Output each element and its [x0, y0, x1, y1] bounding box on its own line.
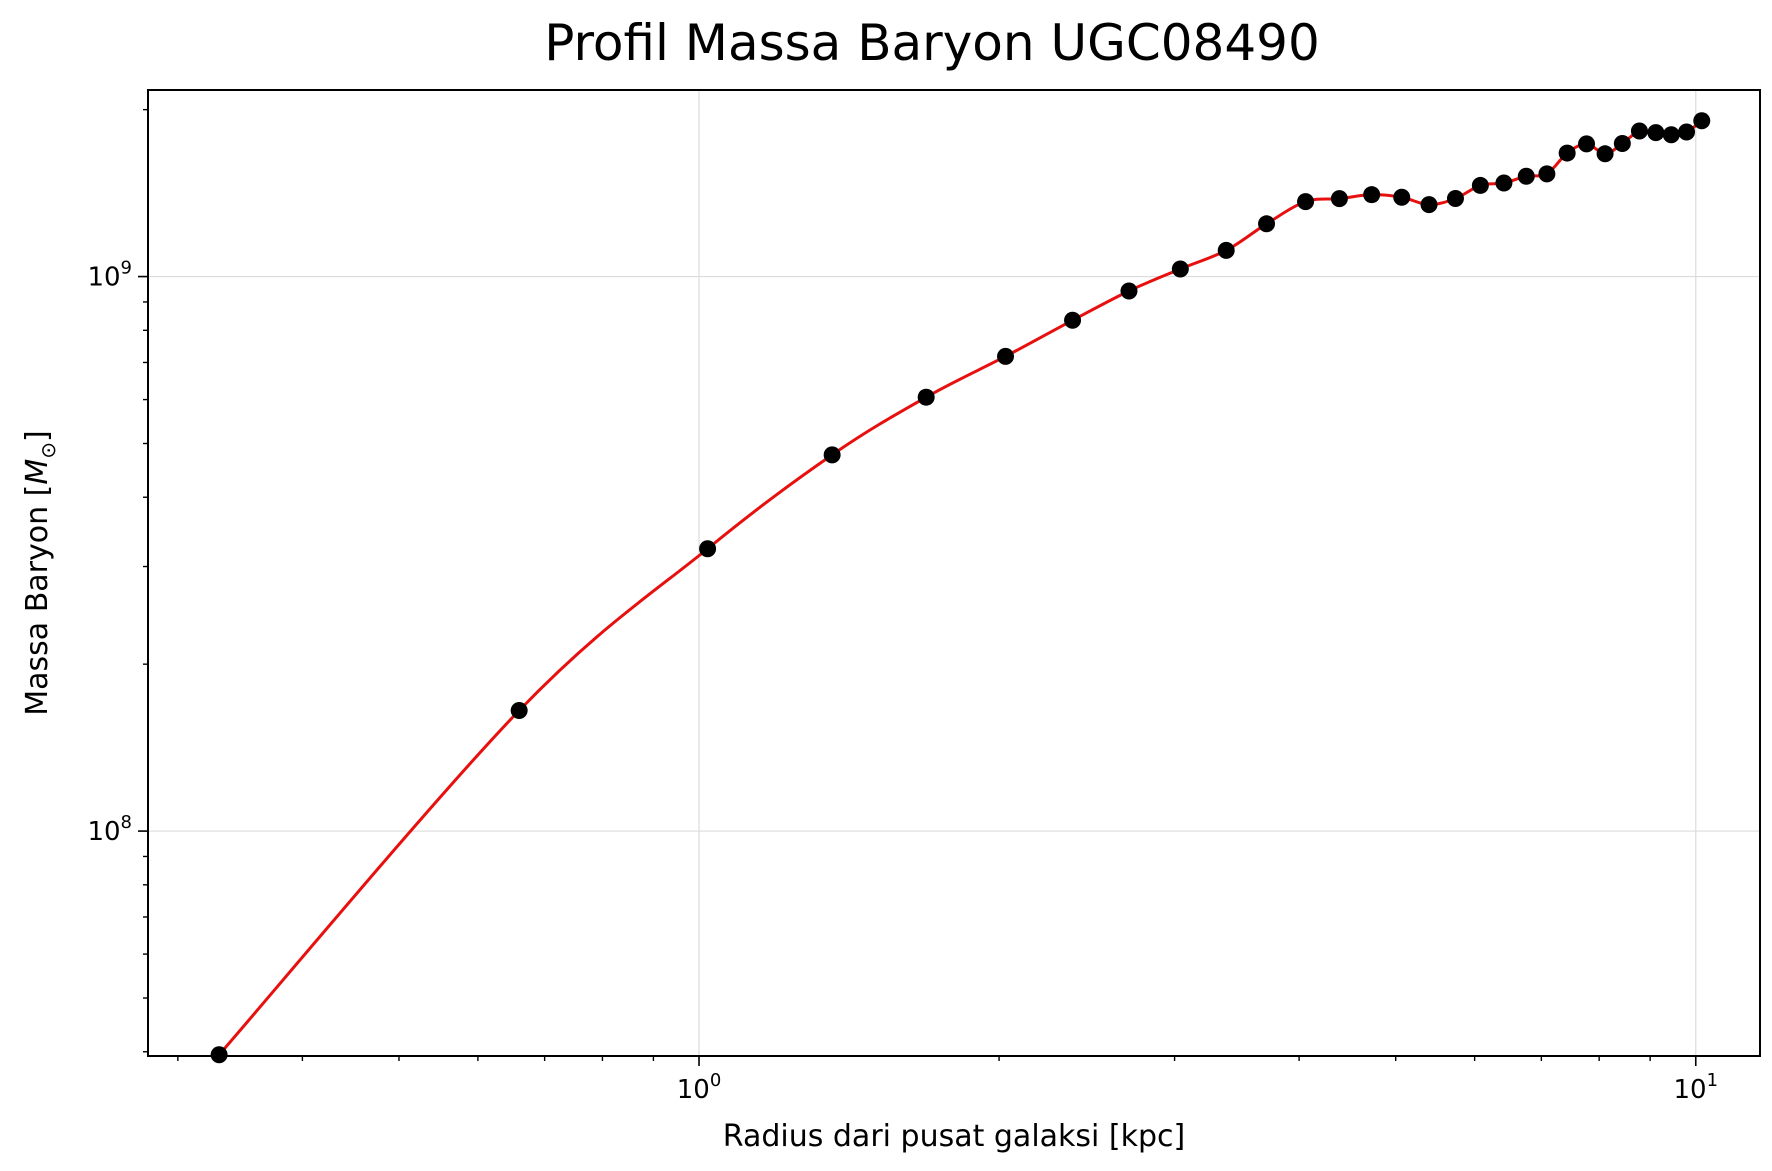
data-point-8 [1171, 260, 1189, 278]
grid [148, 90, 1760, 1056]
x-tick-label-1: 101 [1673, 1070, 1718, 1105]
data-point-9 [1217, 241, 1235, 259]
data-point-26 [1647, 124, 1665, 142]
data-point-0 [210, 1046, 228, 1064]
data-point-21 [1558, 144, 1576, 162]
data-point-4 [917, 388, 935, 406]
x-axis-label: Radius dari pusat galaksi [kpc] [723, 1119, 1185, 1154]
data-point-15 [1420, 196, 1438, 214]
data-point-2 [699, 540, 717, 558]
data-point-24 [1613, 134, 1631, 152]
data-point-17 [1471, 176, 1489, 194]
data-point-7 [1120, 282, 1138, 300]
data-point-5 [997, 347, 1015, 365]
data-point-10 [1258, 215, 1276, 233]
data-point-14 [1393, 188, 1411, 206]
data-point-23 [1596, 145, 1614, 163]
data-point-11 [1297, 193, 1315, 211]
data-point-16 [1446, 189, 1464, 207]
data-point-13 [1363, 186, 1381, 204]
data-point-27 [1662, 126, 1680, 144]
chart-title: Profil Massa Baryon UGC08490 [544, 14, 1320, 72]
y-axis-label: Massa Baryon [M⊙] [20, 430, 60, 715]
y-tick-label-0: 108 [87, 812, 132, 847]
data-point-19 [1517, 167, 1535, 185]
plot-frame [147, 89, 1761, 1057]
ticks: 100 101 108 109 [87, 108, 1718, 1105]
data-points-layer [210, 112, 1711, 1064]
data-point-6 [1064, 311, 1082, 329]
data-point-29 [1693, 112, 1711, 130]
data-point-3 [823, 446, 841, 464]
y-tick-label-1: 109 [87, 258, 132, 293]
data-point-20 [1538, 165, 1556, 183]
x-tick-label-0: 100 [677, 1070, 722, 1105]
data-point-18 [1495, 174, 1513, 192]
data-point-25 [1630, 122, 1648, 140]
data-point-28 [1678, 123, 1696, 141]
data-point-12 [1330, 190, 1348, 208]
data-point-22 [1578, 135, 1596, 153]
data-point-1 [510, 701, 528, 719]
